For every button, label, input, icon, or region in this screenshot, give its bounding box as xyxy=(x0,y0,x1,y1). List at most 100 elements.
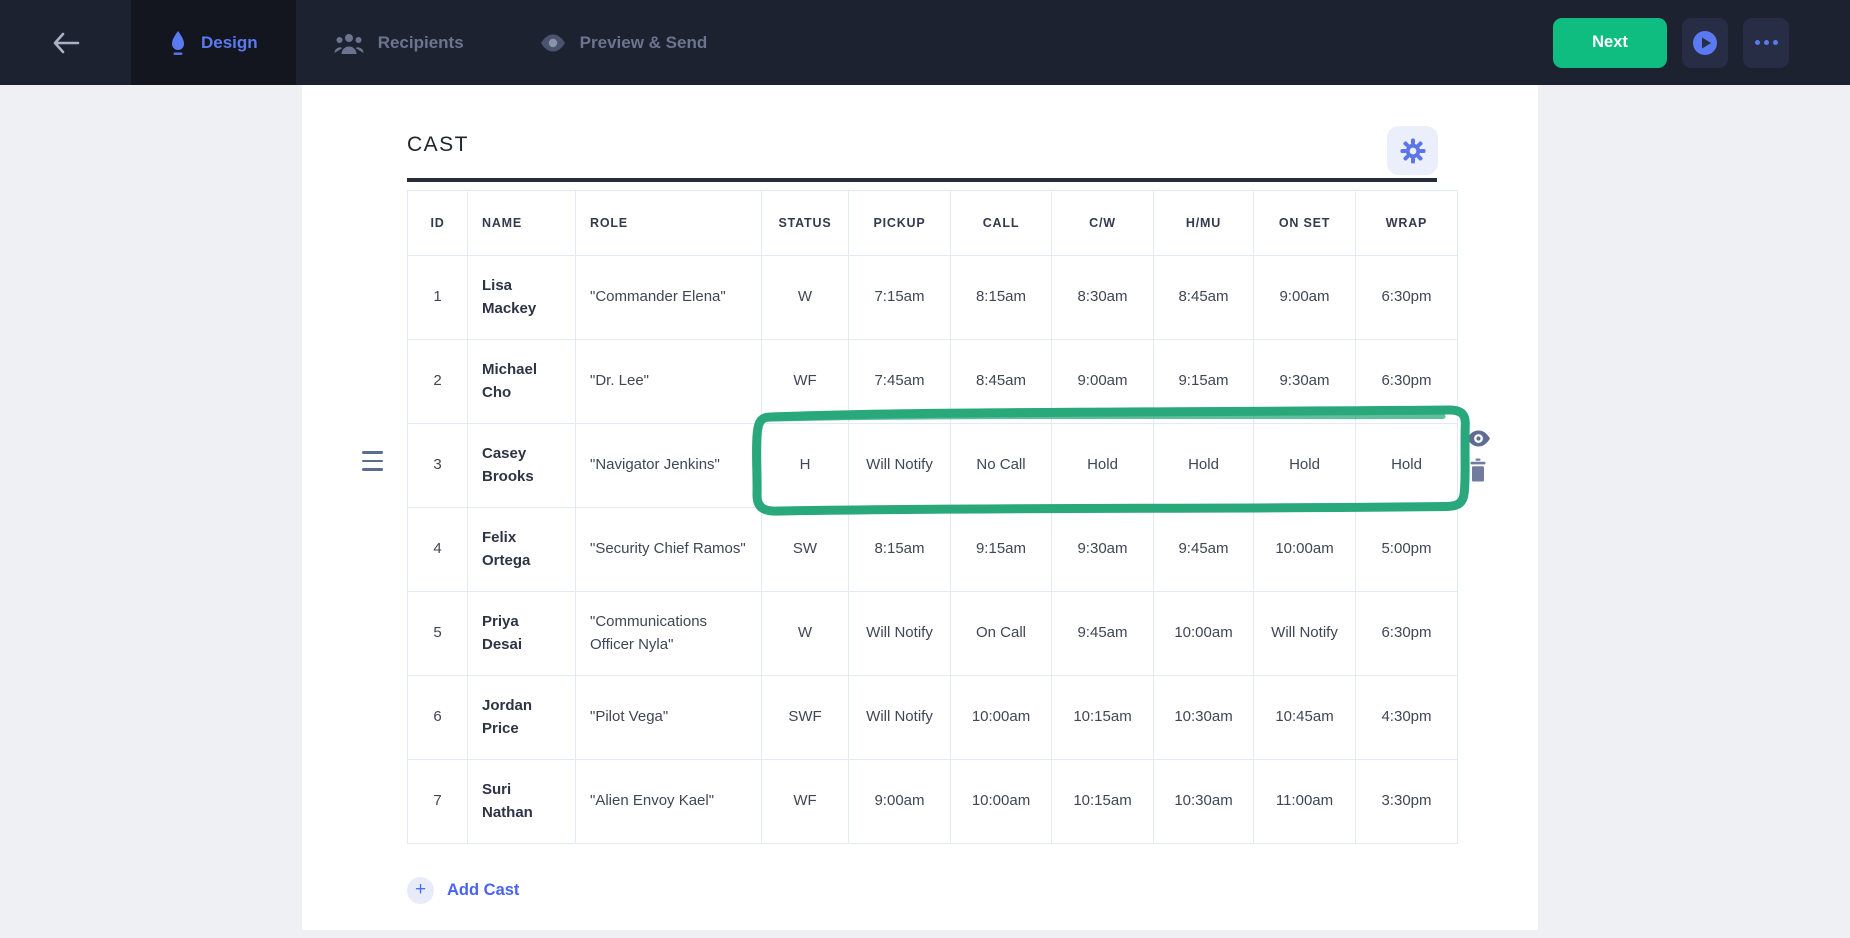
column-header-on-set: ON SET xyxy=(1253,190,1356,256)
cell-on_set[interactable]: 11:00am xyxy=(1253,759,1356,844)
cell-name[interactable]: Felix Ortega xyxy=(467,507,576,592)
tab-recipients[interactable]: Recipients xyxy=(296,0,502,85)
cell-pickup[interactable]: 8:15am xyxy=(848,507,951,592)
cell-call[interactable]: 10:00am xyxy=(950,759,1052,844)
cast-table: ID NAME ROLE STATUS PICKUP CALL C/W H/MU ON SET W… xyxy=(407,190,1458,844)
cell-id: 5 xyxy=(407,591,468,676)
eye-icon xyxy=(540,34,565,51)
cell-on_set[interactable]: Will Notify xyxy=(1253,591,1356,676)
cell-cw[interactable]: 9:30am xyxy=(1051,507,1154,592)
more-button[interactable] xyxy=(1743,17,1789,68)
cell-hmu[interactable]: 10:30am xyxy=(1153,759,1254,844)
cell-pickup[interactable]: Will Notify xyxy=(848,591,951,676)
cell-status[interactable]: W xyxy=(761,255,849,340)
plus-icon: + xyxy=(407,877,434,904)
cell-wrap[interactable]: Hold xyxy=(1355,423,1458,508)
cell-status[interactable]: WF xyxy=(761,759,849,844)
cell-id: 6 xyxy=(407,675,468,760)
column-header-c-w: C/W xyxy=(1051,190,1154,256)
cell-role[interactable]: "Alien Envoy Kael" xyxy=(575,759,762,844)
cell-role[interactable]: "Commander Elena" xyxy=(575,255,762,340)
cell-pickup[interactable]: Will Notify xyxy=(848,423,951,508)
cell-on_set[interactable]: 10:00am xyxy=(1253,507,1356,592)
cell-name[interactable]: Casey Brooks xyxy=(467,423,576,508)
tab-design[interactable]: Design xyxy=(131,0,296,85)
cell-pickup[interactable]: 7:15am xyxy=(848,255,951,340)
cell-call[interactable]: 8:45am xyxy=(950,339,1052,424)
add-cast-button[interactable]: + Add Cast xyxy=(407,877,519,904)
cell-role[interactable]: "Communications Officer Nyla" xyxy=(575,591,762,676)
cast-row-5: 5 Priya Desai "Communications Officer Nyla… xyxy=(407,591,1458,676)
column-header-pickup: PICKUP xyxy=(848,190,951,256)
cell-wrap[interactable]: 6:30pm xyxy=(1355,339,1458,424)
cell-cw[interactable]: 8:30am xyxy=(1051,255,1154,340)
cell-call[interactable]: On Call xyxy=(950,591,1052,676)
cell-pickup[interactable]: Will Notify xyxy=(848,675,951,760)
cell-cw[interactable]: 9:45am xyxy=(1051,591,1154,676)
cell-pickup[interactable]: 7:45am xyxy=(848,339,951,424)
cell-call[interactable]: No Call xyxy=(950,423,1052,508)
cast-row-1: 1 Lisa Mackey "Commander Elena" W 7:15am 8:15… xyxy=(407,255,1458,340)
cell-cw[interactable]: 9:00am xyxy=(1051,339,1154,424)
cell-id: 2 xyxy=(407,339,468,424)
cell-name[interactable]: Suri Nathan xyxy=(467,759,576,844)
tab-recipients-label: Recipients xyxy=(377,32,464,52)
row-drag-handle[interactable] xyxy=(362,451,383,471)
cell-hmu[interactable]: 9:15am xyxy=(1153,339,1254,424)
cell-on_set[interactable]: 10:45am xyxy=(1253,675,1356,760)
cell-hmu[interactable]: 10:00am xyxy=(1153,591,1254,676)
cast-section-title: CAST xyxy=(407,133,470,156)
row-visibility-button[interactable] xyxy=(1466,430,1491,452)
cell-role[interactable]: "Pilot Vega" xyxy=(575,675,762,760)
cell-id: 7 xyxy=(407,759,468,844)
cell-wrap[interactable]: 5:00pm xyxy=(1355,507,1458,592)
cell-hmu[interactable]: 9:45am xyxy=(1153,507,1254,592)
cell-on_set[interactable]: 9:00am xyxy=(1253,255,1356,340)
row-delete-button[interactable] xyxy=(1469,458,1487,487)
cell-wrap[interactable]: 6:30pm xyxy=(1355,591,1458,676)
cell-role[interactable]: "Navigator Jenkins" xyxy=(575,423,762,508)
cell-name[interactable]: Priya Desai xyxy=(467,591,576,676)
cell-status[interactable]: WF xyxy=(761,339,849,424)
cell-on_set[interactable]: 9:30am xyxy=(1253,339,1356,424)
cell-name[interactable]: Lisa Mackey xyxy=(467,255,576,340)
cell-call[interactable]: 9:15am xyxy=(950,507,1052,592)
column-header-id: ID xyxy=(407,190,468,256)
next-button[interactable]: Next xyxy=(1553,17,1667,68)
top-navbar: Design Recipients Preview & Send Next xyxy=(0,0,1850,85)
cell-cw[interactable]: 10:15am xyxy=(1051,759,1154,844)
cast-row-6: 6 Jordan Price "Pilot Vega" SWF Will Notify 1… xyxy=(407,675,1458,760)
cast-row-4: 4 Felix Ortega "Security Chief Ramos" SW 8:1… xyxy=(407,507,1458,592)
cell-status[interactable]: SW xyxy=(761,507,849,592)
cell-name[interactable]: Michael Cho xyxy=(467,339,576,424)
cast-settings-button[interactable] xyxy=(1387,126,1438,175)
cast-row-3: 3 Casey Brooks "Navigator Jenkins" H Will No… xyxy=(407,423,1458,508)
column-header-status: STATUS xyxy=(761,190,849,256)
cast-row-2: 2 Michael Cho "Dr. Lee" WF 7:45am 8:45am 9:00a… xyxy=(407,339,1458,424)
cell-wrap[interactable]: 3:30pm xyxy=(1355,759,1458,844)
cell-status[interactable]: H xyxy=(761,423,849,508)
cell-status[interactable]: SWF xyxy=(761,675,849,760)
cell-pickup[interactable]: 9:00am xyxy=(848,759,951,844)
cell-name[interactable]: Jordan Price xyxy=(467,675,576,760)
cell-wrap[interactable]: 6:30pm xyxy=(1355,255,1458,340)
cell-on_set[interactable]: Hold xyxy=(1253,423,1356,508)
cell-cw[interactable]: 10:15am xyxy=(1051,675,1154,760)
cell-hmu[interactable]: 10:30am xyxy=(1153,675,1254,760)
cell-status[interactable]: W xyxy=(761,591,849,676)
design-canvas-card: CAST ID NAME ROLE STATUS xyxy=(302,85,1538,930)
cell-call[interactable]: 10:00am xyxy=(950,675,1052,760)
cell-wrap[interactable]: 4:30pm xyxy=(1355,675,1458,760)
gear-icon xyxy=(1400,138,1425,163)
play-button[interactable] xyxy=(1682,17,1728,68)
cell-hmu[interactable]: 8:45am xyxy=(1153,255,1254,340)
back-button[interactable] xyxy=(0,0,131,85)
cell-cw[interactable]: Hold xyxy=(1051,423,1154,508)
column-header-name: NAME xyxy=(467,190,576,256)
cell-role[interactable]: "Dr. Lee" xyxy=(575,339,762,424)
tab-design-label: Design xyxy=(201,32,258,52)
cell-role[interactable]: "Security Chief Ramos" xyxy=(575,507,762,592)
tab-preview-send[interactable]: Preview & Send xyxy=(502,0,746,85)
cell-hmu[interactable]: Hold xyxy=(1153,423,1254,508)
cell-call[interactable]: 8:15am xyxy=(950,255,1052,340)
